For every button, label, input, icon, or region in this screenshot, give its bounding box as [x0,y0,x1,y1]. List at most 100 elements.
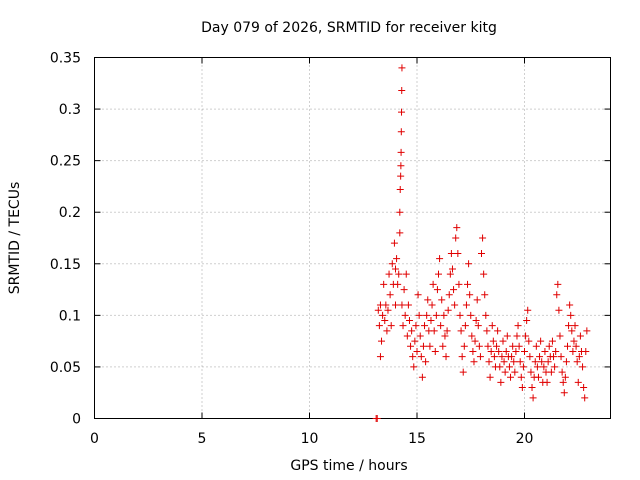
plot-frame [94,57,611,419]
data-point [529,394,537,402]
data-point [459,368,467,376]
data-point [560,389,568,397]
data-point [469,347,477,355]
data-point [451,301,459,309]
data-point [432,311,440,319]
data-point [398,64,406,72]
data-point [440,311,448,319]
data-point [411,337,419,345]
data-point [489,337,497,345]
data-point [446,270,454,278]
data-point [521,347,528,355]
data-point [417,353,425,361]
data-point [564,342,571,350]
data-point [416,332,424,340]
data-point [378,337,386,345]
data-point [557,353,565,361]
data-point [513,332,521,340]
data-point [407,342,415,350]
data-point [572,342,580,350]
data-point [558,368,566,376]
data-point [431,347,439,355]
data-point [561,373,569,381]
data-point [570,337,578,345]
data-point [413,347,421,355]
y-tick-label: 0.3 [59,102,81,118]
data-point [550,353,558,361]
data-point [548,337,556,345]
data-point [523,317,531,325]
data-point [403,332,411,340]
data-point [397,128,405,136]
data-point [574,378,582,386]
data-point [497,378,505,386]
data-point [551,363,559,371]
data-point [515,342,523,350]
data-point [397,172,405,180]
data-point [532,342,540,350]
data-point [448,265,456,273]
data-point [473,296,481,304]
data-point [380,280,388,288]
data-point [544,358,552,366]
data-point [464,280,472,288]
data-point [526,353,534,361]
data-point [537,337,545,345]
y-tick-label: 0.25 [50,154,81,170]
data-point [454,249,462,257]
data-point [472,317,480,325]
data-point [514,322,522,330]
data-point [519,363,527,371]
data-point [385,270,393,278]
data-point [436,255,444,263]
data-point [488,322,496,330]
data-point [414,291,422,299]
data-point [379,311,387,319]
data-point [471,337,479,345]
data-point [423,311,431,319]
data-point [534,373,542,381]
data-point [559,378,567,386]
data-point [582,347,590,355]
data-point [460,342,468,350]
data-point [394,280,402,288]
data-point [458,353,466,361]
data-point [528,384,536,392]
data-point [568,327,576,335]
data-point [375,322,383,330]
data-point [470,358,478,366]
data-point [397,148,405,156]
data-point [484,342,492,350]
data-point [502,347,510,355]
data-point [536,353,544,361]
data-point [569,347,577,355]
data-point [442,353,450,361]
data-point [575,353,583,361]
data-point [567,311,575,319]
x-axis-label: GPS time / hours [290,458,407,474]
data-point [455,280,463,288]
y-tick-label: 0.35 [50,51,81,67]
data-point [522,332,530,340]
data-point [462,301,470,309]
data-point [384,306,392,314]
data-point [421,322,429,330]
data-point [409,353,417,361]
data-point [524,306,532,314]
data-point [410,363,418,371]
data-point [482,311,490,319]
y-tick-label: 0 [72,412,81,428]
data-point [443,327,451,335]
x-tick-label: 15 [408,431,426,447]
data-point [465,260,473,268]
y-tick-label: 0.1 [59,308,81,324]
data-point [422,358,430,366]
data-point [447,249,455,257]
data-point [545,342,553,350]
data-point [500,358,508,366]
data-point [479,234,487,242]
data-points [372,64,591,422]
data-point [388,260,396,268]
y-tick-label: 0.15 [50,257,81,273]
data-point [533,363,541,371]
